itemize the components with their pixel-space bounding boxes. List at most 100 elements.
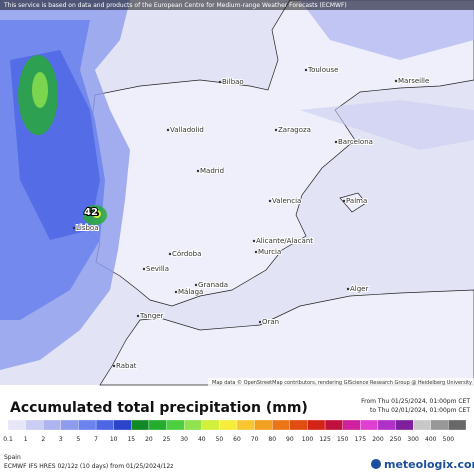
scale-label: 5 (77, 436, 81, 443)
city-dot (168, 252, 172, 256)
city-label: Sevilla (146, 265, 169, 273)
scale-swatch (360, 419, 379, 431)
scale-swatch (25, 419, 44, 431)
period-from: From Thu 01/25/2024, 01:00pm CET (361, 398, 470, 405)
scale-swatch (166, 419, 185, 431)
scale-label: 90 (286, 436, 294, 443)
color-scale: 0.1 1 2 3 5 7 10 15 20 25 30 40 50 60 70 80 90 100 125 150 1… (3, 419, 467, 443)
banner-bg (0, 0, 474, 10)
scale-label: 80 (268, 436, 276, 443)
city-dot (136, 314, 140, 318)
city-dot (254, 250, 258, 254)
scale-swatch (342, 419, 361, 431)
north-africa (99, 289, 474, 386)
scale-label: 175 (355, 436, 367, 443)
mallorca (339, 192, 367, 213)
city-label: Rabat (116, 362, 137, 370)
scale-swatch (95, 419, 114, 431)
scale-swatch (395, 419, 414, 431)
scale-label: 200 (372, 436, 384, 443)
scale-label: 7 (94, 436, 98, 443)
scale-label: 40 (198, 436, 206, 443)
max-label: 42 (84, 207, 98, 218)
city-dot (252, 239, 256, 243)
city-label: Lisboa (76, 224, 99, 232)
scale-label: 15 (127, 436, 135, 443)
scale-swatch (131, 419, 150, 431)
model: ECMWF IFS HRES 02/12z (10 days) from 01/… (4, 463, 173, 470)
scale-label: 25 (163, 436, 171, 443)
city-label: Oran (262, 318, 279, 326)
scale-swatch (201, 419, 220, 431)
brand-logo (371, 459, 381, 469)
scale-label: 3 (59, 436, 63, 443)
city-label: Valencia (272, 197, 301, 205)
city-label: Málaga (178, 288, 203, 296)
legend-title: Accumulated total precipitation (mm) (10, 400, 308, 416)
scale-label: 300 (407, 436, 419, 443)
city-dot (304, 68, 308, 72)
city-dot (142, 267, 146, 271)
scale-label: 70 (251, 436, 259, 443)
scale-swatch (78, 419, 97, 431)
brand: meteologix.com (384, 458, 474, 471)
max-marker (95, 212, 99, 216)
city-dot (258, 320, 262, 324)
precipitation (0, 0, 474, 370)
scale-swatch (324, 419, 343, 431)
city-dot (274, 128, 278, 132)
banner: This service is based on data and produc… (3, 2, 347, 9)
scale-label: 125 (319, 436, 331, 443)
scale-swatch (7, 419, 26, 431)
city-label: Bilbao (222, 78, 244, 86)
city-dot (342, 199, 346, 203)
scale-label: 10 (110, 436, 118, 443)
city-label: Tanger (139, 312, 164, 320)
city-label: Granada (198, 281, 228, 289)
scale-label: 0.1 (3, 436, 13, 443)
footer-bg (0, 452, 474, 474)
scale-swatch (272, 419, 290, 431)
scale-swatch (448, 419, 467, 431)
city-label: Palma (346, 197, 367, 205)
city-label: Murcia (258, 248, 281, 256)
scale-label: 250 (390, 436, 402, 443)
city-dot (334, 140, 338, 144)
city-label: Barcelona (338, 138, 373, 146)
scale-swatch (148, 419, 167, 431)
scale-swatch (60, 419, 79, 431)
scale-swatch (219, 419, 238, 431)
scale-swatch (289, 419, 308, 431)
city-label: Córdoba (172, 250, 201, 258)
scale-label: 400 (425, 436, 437, 443)
city-label: Toulouse (307, 66, 338, 74)
city-dot (174, 290, 178, 294)
scale-label: 60 (233, 436, 241, 443)
scale-label: 50 (216, 436, 224, 443)
cities: Bilbao Toulouse Marseille Valladolid Zaragoz… (72, 65, 430, 371)
scale-swatch (307, 419, 326, 431)
scale-swatch (254, 419, 273, 431)
city-label: Valladolid (170, 126, 204, 134)
scale-swatch (430, 419, 449, 431)
region: Spain (4, 454, 21, 461)
scale-label: 500 (443, 436, 455, 443)
city-dot (166, 128, 170, 132)
city-dot (218, 80, 222, 84)
city-label: Alicante/Alacant (256, 237, 313, 245)
city-dot (268, 199, 272, 203)
city-label: Madrid (200, 167, 224, 175)
city-label: Zaragoza (278, 126, 311, 134)
scale-swatch (377, 419, 396, 431)
city-dot (112, 364, 116, 368)
scale-swatch (43, 419, 61, 431)
period-to: to Thu 02/01/2024, 01:00pm CET (370, 407, 470, 414)
scale-label: 2 (41, 436, 45, 443)
city-label: Marseille (398, 77, 429, 85)
city-dot (72, 226, 76, 230)
scale-swatch (236, 419, 255, 431)
scale-label: 150 (337, 436, 349, 443)
scale-swatch (184, 419, 202, 431)
